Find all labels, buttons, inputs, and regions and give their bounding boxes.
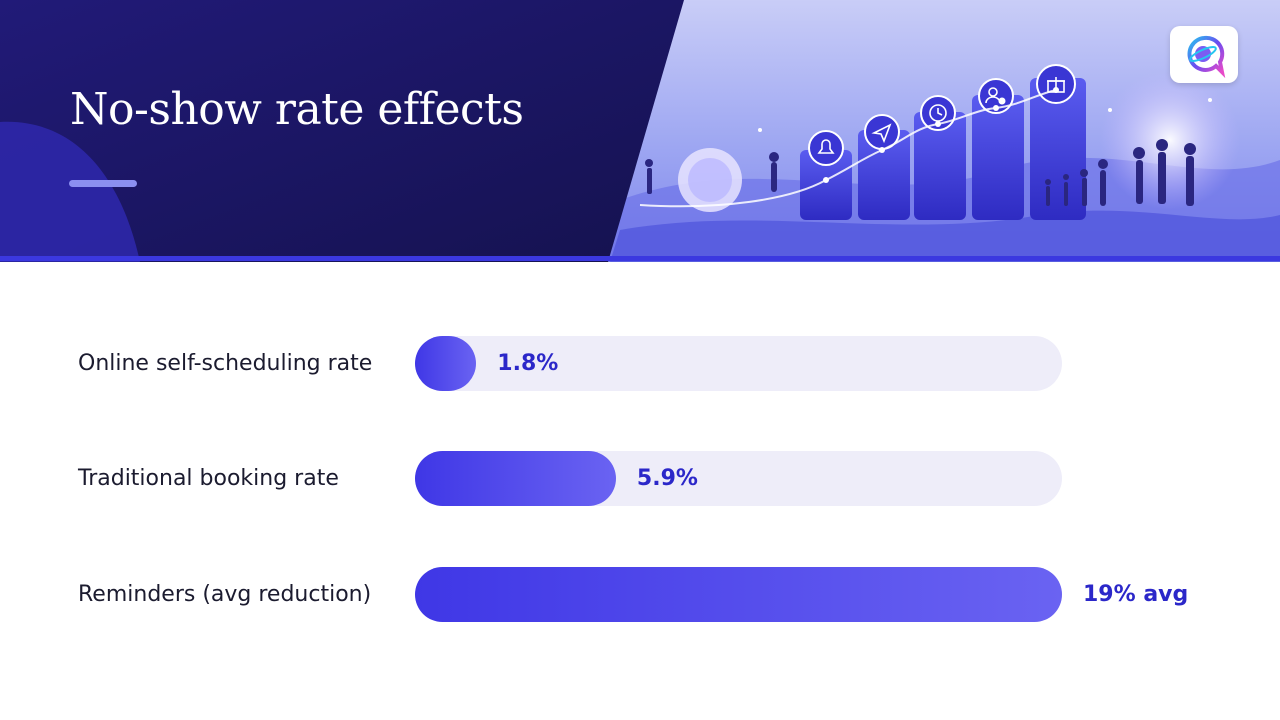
header-illustration: [0, 0, 1280, 262]
bar: [415, 336, 477, 391]
header-divider: [0, 256, 1280, 261]
bar-track: [415, 336, 1062, 391]
data-label: 19% avg: [1083, 582, 1189, 607]
bar: [415, 567, 1062, 622]
category-label: Reminders (avg reduction): [78, 582, 372, 607]
bar-chart: Online self-scheduling rate 1.8% Tradition…: [0, 262, 1280, 720]
gift-icon: [1036, 64, 1076, 104]
bar: [415, 451, 616, 506]
data-label: 1.8%: [497, 351, 559, 376]
bar-track: [415, 567, 1062, 622]
category-label: Online self-scheduling rate: [78, 351, 373, 376]
page-title: No-show rate effects: [70, 84, 524, 135]
chat-logo-icon: [1170, 26, 1238, 83]
category-label: Traditional booking rate: [78, 466, 339, 491]
title-accent-line: [69, 180, 137, 187]
data-label: 5.9%: [636, 466, 698, 491]
header-banner: No-show rate effects: [0, 0, 1280, 262]
bar-track: [415, 451, 1062, 506]
bell-icon: [808, 130, 844, 166]
user-check-icon: [978, 78, 1014, 114]
